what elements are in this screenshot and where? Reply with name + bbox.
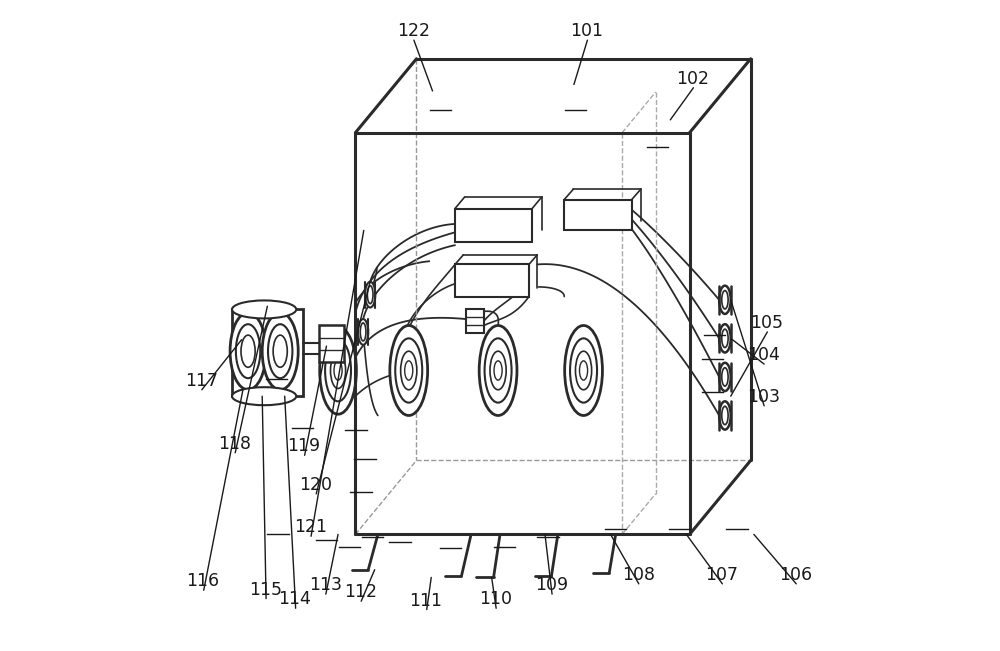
Text: 103: 103 (747, 388, 780, 406)
Ellipse shape (360, 323, 366, 341)
Ellipse shape (570, 339, 597, 402)
Bar (564, 200, 632, 230)
Ellipse shape (367, 286, 373, 303)
Text: 122: 122 (397, 22, 430, 40)
Ellipse shape (719, 401, 731, 430)
Ellipse shape (722, 368, 728, 386)
Text: 115: 115 (249, 581, 282, 599)
Bar (466, 309, 484, 333)
Ellipse shape (565, 326, 602, 415)
Ellipse shape (268, 324, 292, 378)
Text: 110: 110 (479, 590, 512, 608)
Ellipse shape (575, 351, 592, 390)
Text: 118: 118 (218, 435, 251, 452)
Text: 108: 108 (622, 566, 655, 584)
Text: 120: 120 (299, 476, 332, 494)
Ellipse shape (230, 312, 266, 390)
Ellipse shape (262, 312, 298, 390)
Bar (232, 309, 303, 396)
Ellipse shape (236, 324, 260, 378)
Ellipse shape (390, 326, 428, 415)
Ellipse shape (365, 282, 375, 307)
Bar (355, 133, 690, 534)
Ellipse shape (320, 327, 356, 414)
Ellipse shape (401, 351, 417, 390)
Text: 105: 105 (750, 314, 783, 332)
Ellipse shape (719, 286, 731, 314)
Ellipse shape (579, 361, 588, 380)
Ellipse shape (241, 335, 255, 367)
Text: 119: 119 (287, 437, 321, 455)
Text: 107: 107 (705, 566, 738, 584)
Ellipse shape (722, 329, 728, 348)
Text: 109: 109 (535, 576, 568, 594)
Bar (455, 208, 532, 242)
Text: 114: 114 (279, 590, 311, 608)
Ellipse shape (479, 326, 517, 415)
Ellipse shape (395, 339, 422, 402)
Ellipse shape (722, 406, 728, 424)
Ellipse shape (490, 351, 506, 390)
Ellipse shape (334, 361, 342, 380)
Ellipse shape (485, 339, 512, 402)
Text: 102: 102 (676, 70, 709, 88)
Text: 101: 101 (570, 22, 603, 40)
Ellipse shape (358, 319, 368, 345)
Text: 104: 104 (747, 346, 780, 364)
Text: 111: 111 (410, 592, 443, 609)
Text: 117: 117 (185, 372, 218, 390)
Ellipse shape (719, 363, 731, 391)
Ellipse shape (330, 352, 346, 389)
Ellipse shape (325, 340, 351, 401)
Text: 116: 116 (187, 572, 220, 590)
Text: 106: 106 (779, 566, 812, 584)
Ellipse shape (232, 300, 296, 318)
Bar (319, 325, 344, 362)
Ellipse shape (405, 361, 413, 380)
Ellipse shape (719, 324, 731, 352)
Ellipse shape (722, 290, 728, 309)
Ellipse shape (273, 335, 287, 367)
Text: 113: 113 (309, 576, 342, 594)
Text: 112: 112 (344, 583, 377, 602)
Ellipse shape (494, 361, 502, 380)
Ellipse shape (232, 387, 296, 405)
Text: 121: 121 (294, 518, 327, 536)
Bar (455, 264, 529, 297)
